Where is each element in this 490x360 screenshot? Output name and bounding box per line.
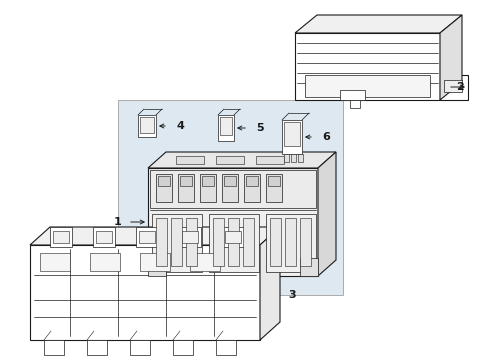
Bar [282,120,302,154]
Bar [284,154,289,162]
Bar [30,245,260,340]
Bar [222,174,238,202]
Bar [298,154,303,162]
Bar [213,218,224,266]
Polygon shape [30,227,280,245]
Bar [87,340,107,355]
Bar [268,176,280,186]
Bar [300,218,311,266]
Bar [224,176,236,186]
Bar [130,340,150,355]
Bar [93,227,115,247]
Bar [284,122,300,146]
Bar [340,90,365,100]
Bar [179,227,201,247]
Text: 1: 1 [114,217,122,227]
Text: 5: 5 [256,123,264,133]
Bar [295,33,440,100]
Bar [266,174,282,202]
Bar [300,258,318,276]
Bar [158,176,170,186]
Bar [138,115,156,137]
Bar [50,227,72,247]
Bar [156,174,172,202]
Bar [136,227,158,247]
Bar [139,231,155,243]
Polygon shape [440,75,468,100]
Bar [180,176,192,186]
Bar [291,154,296,162]
Polygon shape [176,156,204,164]
Polygon shape [295,15,462,33]
Bar [350,100,360,108]
Bar [246,176,258,186]
Text: 4: 4 [176,121,184,131]
Bar [305,75,430,97]
Polygon shape [440,15,462,100]
Bar [220,117,232,135]
Bar [44,340,64,355]
Bar [186,218,197,266]
Bar [444,80,462,92]
Bar [156,218,167,266]
Polygon shape [148,152,336,168]
Bar [285,218,296,266]
Bar [140,253,170,271]
Bar [209,214,259,272]
Bar [218,115,234,141]
Bar [243,218,254,266]
Bar [190,253,220,271]
Text: 3: 3 [288,290,295,300]
Polygon shape [318,152,336,276]
Bar [90,253,120,271]
Text: 6: 6 [322,132,330,142]
Bar [40,253,70,271]
Bar [244,174,260,202]
Bar [228,218,239,266]
Polygon shape [260,227,280,340]
Bar [150,170,316,208]
Bar [96,231,112,243]
Bar [148,258,166,276]
Bar [53,231,69,243]
Bar [222,227,244,247]
Bar [148,168,318,276]
Bar [140,117,154,133]
Bar [171,218,182,266]
Bar [270,218,281,266]
Bar [225,231,241,243]
Bar [182,231,198,243]
Bar [118,100,343,295]
Bar [173,340,193,355]
Polygon shape [216,156,244,164]
Bar [202,176,214,186]
Bar [216,340,236,355]
Bar [152,214,202,272]
Bar [266,214,316,272]
Text: 2: 2 [456,82,464,92]
Bar [178,174,194,202]
Polygon shape [256,156,284,164]
Bar [200,174,216,202]
